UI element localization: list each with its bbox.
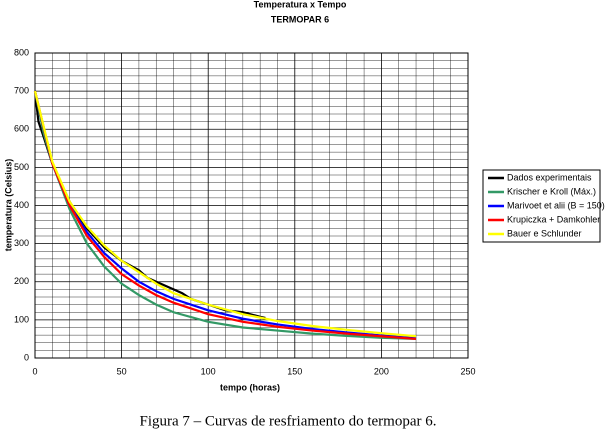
y-tick-label: 600 [14, 124, 29, 134]
y-axis-label: temperatura (Celsius) [3, 159, 13, 252]
plot-frame [34, 52, 469, 359]
y-tick-label: 400 [14, 200, 29, 210]
series-line [33, 90, 417, 341]
y-tick-label: 300 [14, 238, 29, 248]
chart-title: Temperatura x Tempo [254, 0, 347, 9]
y-tick-label: 200 [14, 276, 29, 286]
caption: Figura 7 – Curvas de resfriamento do ter… [139, 413, 436, 429]
x-axis-label: tempo (horas) [220, 382, 280, 392]
x-tick-label: 250 [460, 366, 475, 376]
y-tick-label: 800 [14, 47, 29, 57]
x-tick-label: 200 [374, 366, 389, 376]
x-tick-label: 50 [117, 366, 127, 376]
series-line [33, 90, 417, 338]
y-tick-label: 500 [14, 162, 29, 172]
y-tick-label: 700 [14, 86, 29, 96]
x-tick-label: 0 [32, 366, 37, 376]
chart-subtitle: TERMOPAR 6 [271, 14, 329, 24]
legend-label: Krupiczka + Damkohler [507, 214, 600, 224]
y-tick-label: 0 [24, 352, 29, 362]
legend-label: Marivoet et alii (B = 150) [507, 200, 605, 210]
legend-label: Dados experimentais [507, 172, 592, 182]
x-tick-label: 100 [201, 366, 216, 376]
x-tick-label: 150 [287, 366, 302, 376]
legend-label: Krischer e Kroll (Máx.) [507, 186, 596, 196]
y-tick-label: 100 [14, 314, 29, 324]
legend-label: Bauer e Schlunder [507, 228, 582, 238]
